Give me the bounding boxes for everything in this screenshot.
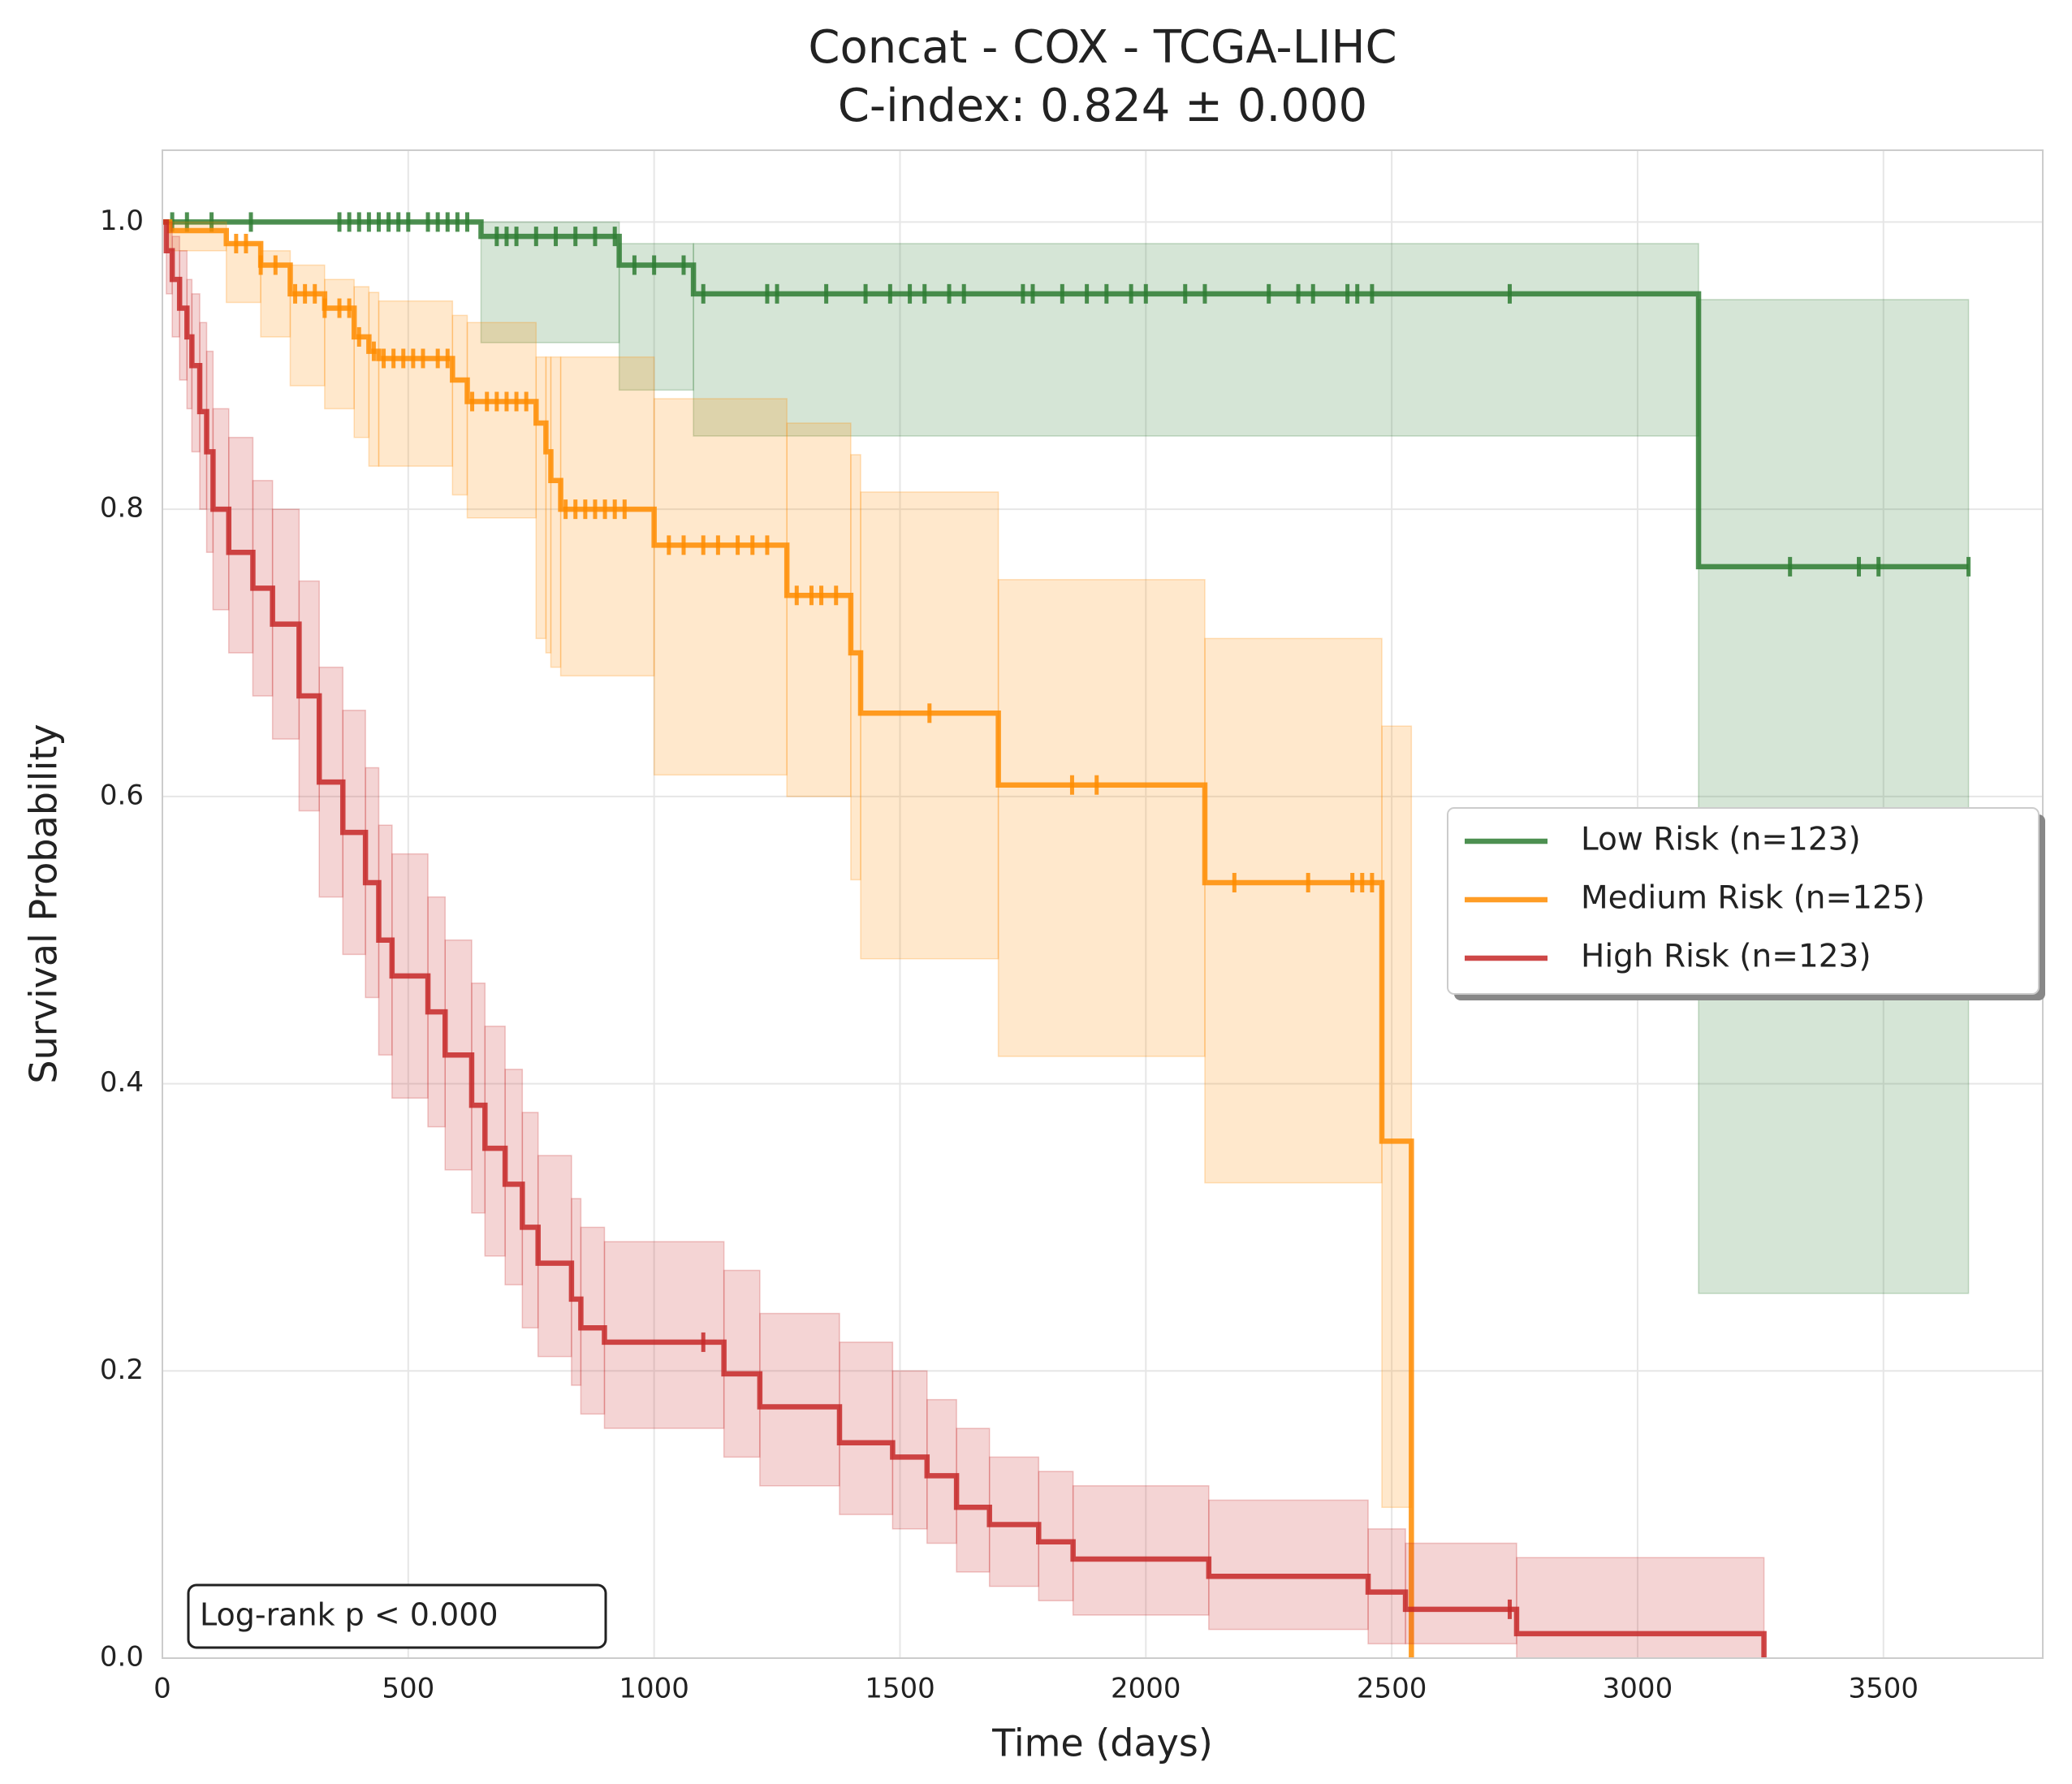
confidence-band	[451, 314, 468, 496]
y-tick-label: 0.8	[100, 492, 144, 525]
confidence-band	[1405, 1542, 1517, 1645]
confidence-band	[550, 356, 562, 668]
confidence-band	[1367, 1528, 1406, 1645]
y-tick-label: 0.4	[100, 1066, 144, 1099]
annotation-box	[187, 1583, 607, 1649]
y-tick-label: 0.2	[100, 1354, 144, 1386]
x-axis-label: Time (days)	[991, 1721, 1213, 1765]
confidence-band	[891, 1370, 928, 1530]
confidence-band	[956, 1428, 991, 1573]
confidence-band	[693, 243, 1699, 437]
x-tick-label: 3500	[1849, 1673, 1919, 1705]
confidence-band	[1204, 637, 1383, 1184]
confidence-band	[484, 1026, 506, 1257]
x-tick-label: 2500	[1357, 1673, 1427, 1705]
confidence-band	[228, 436, 254, 654]
x-tick-label: 500	[382, 1673, 434, 1705]
confidence-band	[653, 398, 788, 776]
y-tick-label: 0.6	[100, 779, 144, 811]
legend-box	[1447, 807, 2040, 995]
confidence-band	[1516, 1557, 1765, 1659]
legend-label: High Risk (n=123)	[1581, 939, 1871, 975]
confidence-band	[786, 422, 852, 797]
confidence-band	[603, 1241, 725, 1429]
confidence-band	[860, 491, 999, 960]
legend-label: Low Risk (n=123)	[1581, 822, 1861, 858]
chart-subtitle: C-index: 0.824 ± 0.000	[838, 80, 1367, 132]
confidence-band	[537, 1155, 572, 1358]
confidence-band	[618, 243, 694, 391]
x-tick-label: 3000	[1603, 1673, 1673, 1705]
chart-title: Concat - COX - TCGA-LIHC	[808, 21, 1396, 74]
plot-area	[162, 150, 2043, 1659]
survival-curve	[162, 219, 1969, 570]
confidence-band	[1698, 299, 1970, 1294]
x-tick-label: 0	[153, 1673, 171, 1705]
confidence-band	[545, 356, 552, 654]
confidence-band	[1381, 725, 1413, 1509]
confidence-band	[839, 1341, 894, 1515]
confidence-band	[1208, 1499, 1369, 1631]
annotation: Log-rank p < 0.000	[200, 1597, 499, 1633]
confidence-band	[225, 243, 261, 304]
confidence-band	[988, 1456, 1040, 1587]
confidence-band	[723, 1269, 761, 1458]
confidence-band	[580, 1226, 606, 1415]
confidence-band	[169, 221, 227, 252]
confidence-band	[289, 264, 326, 387]
confidence-band	[466, 322, 537, 519]
x-tick-label: 1000	[619, 1673, 689, 1705]
legend-label: Medium Risk (n=125)	[1581, 880, 1925, 917]
confidence-band	[368, 292, 380, 467]
x-tick-label: 2000	[1111, 1673, 1181, 1705]
confidence-band	[926, 1398, 957, 1544]
confidence-band	[997, 579, 1206, 1057]
y-tick-label: 1.0	[100, 205, 144, 237]
confidence-band	[378, 300, 454, 467]
survival-curve	[162, 219, 1767, 1658]
confidence-band	[1038, 1471, 1074, 1602]
x-tick-label: 1500	[865, 1673, 935, 1705]
survival-curve	[162, 219, 1414, 1658]
y-axis-label: Survival Probability	[22, 724, 66, 1083]
confidence-band	[1072, 1485, 1210, 1616]
confidence-band	[353, 286, 370, 438]
confidence-band	[759, 1312, 840, 1487]
y-tick-label: 0.0	[100, 1641, 144, 1674]
